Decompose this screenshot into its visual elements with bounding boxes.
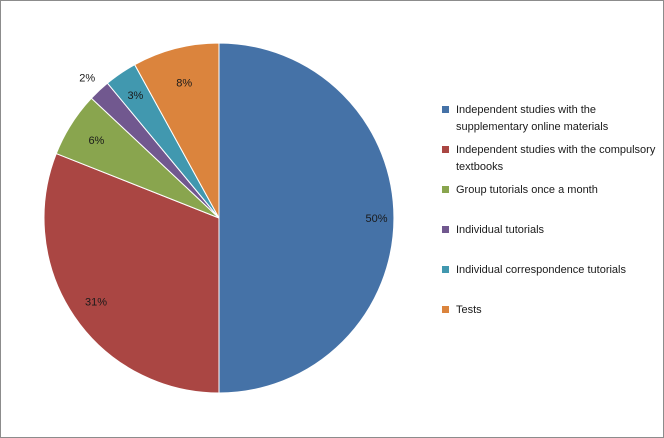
legend-swatch bbox=[442, 226, 449, 233]
pie-slice bbox=[134, 42, 220, 219]
pie-data-labels: 50% 31% 6% 2% 3% 8% bbox=[79, 73, 387, 309]
pie-data-label: 2% bbox=[79, 73, 95, 85]
pie-data-label: 31% bbox=[85, 297, 107, 309]
legend-swatch bbox=[442, 106, 449, 113]
legend-label: Independent studies with the compulsory … bbox=[456, 144, 656, 173]
legend-item: Independent studies with the supplementa… bbox=[442, 102, 657, 136]
legend-item: Individual tutorials bbox=[442, 222, 657, 239]
legend-label: Individual correspondence tutorials bbox=[456, 264, 626, 276]
legend-label: Individual tutorials bbox=[456, 224, 545, 236]
pie-slice bbox=[43, 152, 220, 394]
pie-data-label: 8% bbox=[176, 77, 192, 89]
legend-swatch bbox=[442, 146, 449, 153]
legend-label: Independent studies with the supplementa… bbox=[456, 104, 609, 133]
legend-item: Tests bbox=[442, 302, 657, 319]
pie-data-label: 3% bbox=[127, 90, 143, 102]
pie-data-label: 50% bbox=[365, 213, 387, 225]
legend-swatch bbox=[442, 266, 449, 273]
legend-item: Group tutorials once a month bbox=[442, 182, 657, 199]
legend-item: Individual correspondence tutorials bbox=[442, 262, 657, 279]
legend-item: Independent studies with the compulsory … bbox=[442, 142, 657, 176]
pie-slices bbox=[43, 42, 395, 394]
legend-swatch bbox=[442, 186, 449, 193]
legend-label: Tests bbox=[456, 304, 482, 316]
pie-data-label: 6% bbox=[88, 135, 104, 147]
legend-label: Group tutorials once a month bbox=[456, 184, 598, 196]
pie-slice bbox=[218, 42, 395, 394]
legend-swatch bbox=[442, 306, 449, 313]
